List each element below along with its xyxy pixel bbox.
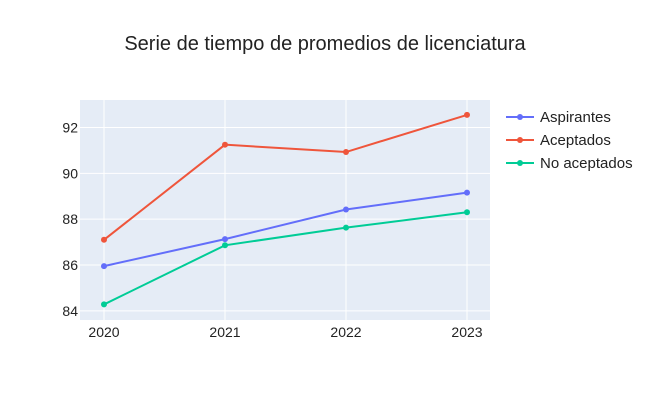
data-point-aceptados <box>343 149 349 156</box>
x-tick-label: 2020 <box>88 324 119 340</box>
y-tick-label: 86 <box>62 257 78 273</box>
axis-ticks: 84 86 88 90 92 2020 2021 2022 2023 <box>62 120 482 341</box>
legend-item-aceptados[interactable]: Aceptados <box>506 132 611 149</box>
x-tick-label: 2023 <box>451 324 482 340</box>
data-point-no-aceptados <box>222 242 228 249</box>
data-point-aspirantes <box>343 206 349 213</box>
legend-label: No aceptados <box>540 155 633 172</box>
grid-lines <box>80 100 490 320</box>
series-line-aspirantes <box>103 191 468 268</box>
legend-item-no-aceptados[interactable]: No aceptados <box>506 155 633 172</box>
data-point-aceptados <box>222 141 228 148</box>
data-point-aspirantes <box>464 189 470 196</box>
legend-label: Aspirantes <box>540 109 611 126</box>
x-tick-label: 2022 <box>330 324 361 340</box>
y-tick-label: 88 <box>62 211 78 227</box>
x-tick-label: 2021 <box>209 324 240 340</box>
legend-swatch-marker <box>517 114 523 120</box>
legend-swatch-marker <box>517 160 523 166</box>
legend-label: Aceptados <box>540 132 611 149</box>
chart-title: Serie de tiempo de promedios de licencia… <box>124 33 526 55</box>
data-point-no-aceptados <box>343 224 349 231</box>
series-lines <box>101 111 470 308</box>
data-point-aceptados <box>464 111 470 118</box>
series-line-aceptados <box>103 113 468 241</box>
legend-item-aspirantes[interactable]: Aspirantes <box>506 109 611 126</box>
series-line-no-aceptados <box>103 211 468 306</box>
y-tick-label: 84 <box>62 303 78 319</box>
data-point-no-aceptados <box>101 301 107 308</box>
data-point-aspirantes <box>222 236 228 243</box>
y-tick-label: 90 <box>62 165 78 181</box>
legend[interactable]: Aspirantes Aceptados No aceptados <box>506 109 633 172</box>
data-point-aspirantes <box>101 263 107 270</box>
legend-swatch-marker <box>517 137 523 143</box>
data-point-no-aceptados <box>464 209 470 216</box>
y-tick-label: 92 <box>62 120 78 136</box>
data-point-aceptados <box>101 236 107 243</box>
